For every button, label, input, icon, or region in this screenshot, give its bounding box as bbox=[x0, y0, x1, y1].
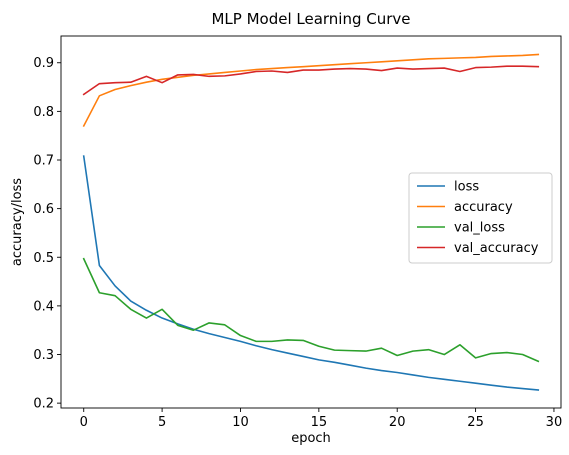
x-tick-label: 30 bbox=[546, 415, 563, 430]
x-tick-label: 5 bbox=[158, 415, 166, 430]
series-line-val-loss bbox=[84, 259, 539, 362]
x-axis-title: epoch bbox=[291, 431, 331, 446]
legend-label-val-loss: val_loss bbox=[454, 221, 505, 236]
x-tick-label: 10 bbox=[232, 415, 249, 430]
legend-label-loss: loss bbox=[454, 180, 479, 195]
y-tick-label: 0.9 bbox=[33, 56, 54, 71]
y-tick-label: 0.4 bbox=[33, 299, 54, 314]
series-line-val-accuracy bbox=[84, 66, 539, 94]
legend: loss accuracy val_loss val_accuracy bbox=[409, 173, 552, 263]
x-tick-label: 15 bbox=[311, 415, 328, 430]
y-tick-label: 0.2 bbox=[33, 397, 54, 412]
x-tick-label: 25 bbox=[467, 415, 484, 430]
x-tick-label: 0 bbox=[80, 415, 88, 430]
series-line-accuracy bbox=[84, 54, 539, 125]
x-tick-label: 20 bbox=[389, 415, 406, 430]
legend-label-val-accuracy: val_accuracy bbox=[454, 241, 539, 256]
y-tick-label: 0.5 bbox=[33, 251, 54, 266]
y-axis-title: accuracy/loss bbox=[10, 178, 25, 266]
y-tick-label: 0.3 bbox=[33, 348, 54, 363]
y-tick-label: 0.6 bbox=[33, 202, 54, 217]
legend-label-accuracy: accuracy bbox=[454, 200, 513, 215]
chart-title: MLP Model Learning Curve bbox=[211, 10, 410, 28]
y-tick-label: 0.7 bbox=[33, 154, 54, 169]
y-tick-label: 0.8 bbox=[33, 105, 54, 120]
